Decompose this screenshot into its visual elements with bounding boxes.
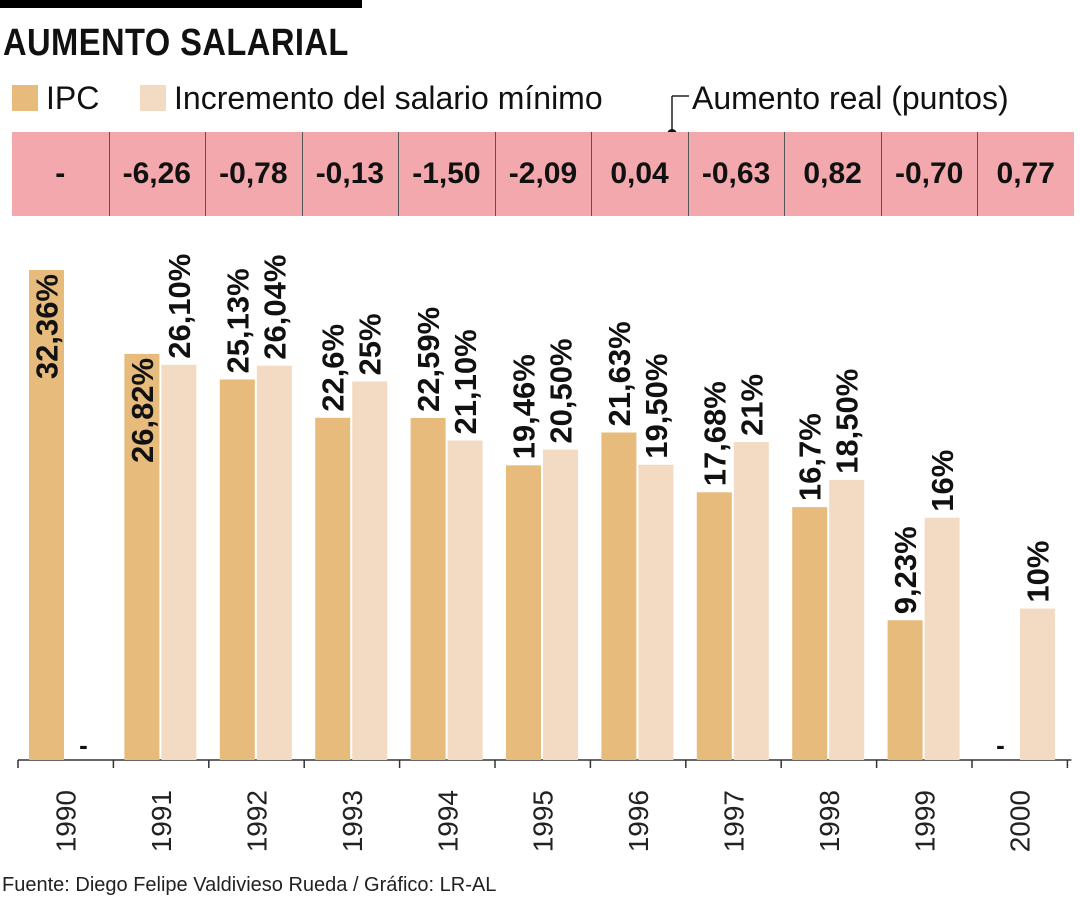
ipc-bar-1996 <box>601 432 637 760</box>
ipc-bar-1994 <box>410 417 446 760</box>
x-tick-label-1993: 1993 <box>337 790 368 852</box>
salario-label-1990: - <box>79 730 88 760</box>
salario-label-1996: 19,50% <box>639 354 674 459</box>
ipc-label-1991: 26,82% <box>125 358 160 463</box>
legend-salario-swatch <box>140 85 166 111</box>
salario-bar-1991 <box>161 364 197 760</box>
salario-label-1995: 20,50% <box>544 338 579 443</box>
ipc-label-1997: 17,68% <box>697 381 732 486</box>
x-tick-label-1998: 1998 <box>814 790 845 852</box>
salario-label-1997: 21% <box>734 374 769 436</box>
ipc-label-2000: - <box>996 730 1005 760</box>
chart-title: AUMENTO SALARIAL <box>3 22 349 64</box>
ipc-label-1994: 22,59% <box>411 307 446 412</box>
legend-salario-label: Incremento del salario mínimo <box>174 79 603 116</box>
real-value-1993: -0,13 <box>315 157 385 190</box>
salario-label-1998: 18,50% <box>830 369 865 474</box>
ipc-label-1990: 32,36% <box>30 274 65 379</box>
salario-bar-2000 <box>1020 608 1055 760</box>
salario-label-1999: 16% <box>925 450 960 512</box>
ipc-bar-1999 <box>887 620 923 760</box>
ipc-label-1993: 22,6% <box>316 324 351 412</box>
strip-divider <box>880 132 882 216</box>
x-tick-label-1997: 1997 <box>719 790 750 852</box>
salario-bar-1994 <box>447 440 483 760</box>
salario-bar-1993 <box>352 381 388 760</box>
strip-divider <box>494 132 496 216</box>
salario-bar-1997 <box>733 442 769 760</box>
strip-divider <box>977 132 979 216</box>
strip-divider <box>205 132 207 216</box>
real-value-2000: 0,77 <box>996 157 1055 190</box>
strip-divider <box>301 132 303 216</box>
real-increase-strip <box>12 132 1074 216</box>
ipc-bar-1997 <box>696 492 732 760</box>
ipc-bar-1990 <box>29 270 64 760</box>
ipc-label-1992: 25,13% <box>220 268 255 373</box>
legend-ipc-swatch <box>12 85 38 111</box>
real-value-1996: 0,04 <box>610 157 669 190</box>
x-tick-label-1992: 1992 <box>242 790 273 852</box>
salario-bar-1995 <box>543 449 578 760</box>
legend-ipc: IPC <box>12 78 99 118</box>
strip-divider <box>591 132 593 216</box>
ipc-label-1999: 9,23% <box>888 526 923 614</box>
legend-ipc-label: IPC <box>46 79 100 116</box>
real-value-1994: -1,50 <box>412 157 481 190</box>
real-value-1991: -6,26 <box>122 157 191 190</box>
x-tick-label-1996: 1996 <box>623 790 654 852</box>
legend-real: Aumento real (puntos) <box>692 78 1009 118</box>
real-value-1998: 0,82 <box>803 157 862 190</box>
salario-label-1991: 26,10% <box>162 254 197 359</box>
ipc-bar-1992 <box>219 379 255 760</box>
ipc-label-1996: 21,63% <box>602 321 637 426</box>
x-tick-label-1990: 1990 <box>51 790 82 852</box>
salario-label-1992: 26,04% <box>257 255 292 360</box>
strip-divider <box>108 132 110 216</box>
ipc-bar-1995 <box>506 465 541 760</box>
x-tick-label-2000: 2000 <box>1005 790 1036 852</box>
salario-label-2000: 10% <box>1021 541 1056 603</box>
salario-bar-1998 <box>829 479 865 760</box>
salario-label-1994: 21,10% <box>448 329 483 434</box>
x-tick-label-1995: 1995 <box>528 790 559 852</box>
ipc-bar-1993 <box>315 417 351 760</box>
salario-bar-1999 <box>924 517 960 760</box>
x-tick-label-1991: 1991 <box>146 790 177 852</box>
strip-divider <box>398 132 400 216</box>
x-tick-label-1994: 1994 <box>432 790 463 852</box>
legend-real-label: Aumento real (puntos) <box>692 79 1009 116</box>
ipc-label-1995: 19,46% <box>507 354 542 459</box>
top-rule <box>0 0 362 8</box>
legend-salario: Incremento del salario mínimo <box>140 78 603 118</box>
real-value-1997: -0,63 <box>701 157 771 190</box>
real-value-1990: - <box>55 157 66 190</box>
real-value-1992: -0,78 <box>219 157 288 190</box>
real-value-1995: -2,09 <box>508 157 578 190</box>
real-value-1999: -0,70 <box>894 157 964 190</box>
x-tick-label-1999: 1999 <box>909 790 940 852</box>
source-footer: Fuente: Diego Felipe Valdivieso Rueda / … <box>2 874 497 896</box>
strip-divider <box>687 132 689 216</box>
ipc-label-1998: 16,7% <box>793 413 828 501</box>
ipc-bar-1998 <box>792 507 828 760</box>
salario-bar-1992 <box>256 365 292 760</box>
salario-bar-1996 <box>638 464 674 760</box>
salario-label-1993: 25% <box>353 313 388 375</box>
strip-divider <box>784 132 786 216</box>
ipc-bar-1991 <box>124 353 160 760</box>
